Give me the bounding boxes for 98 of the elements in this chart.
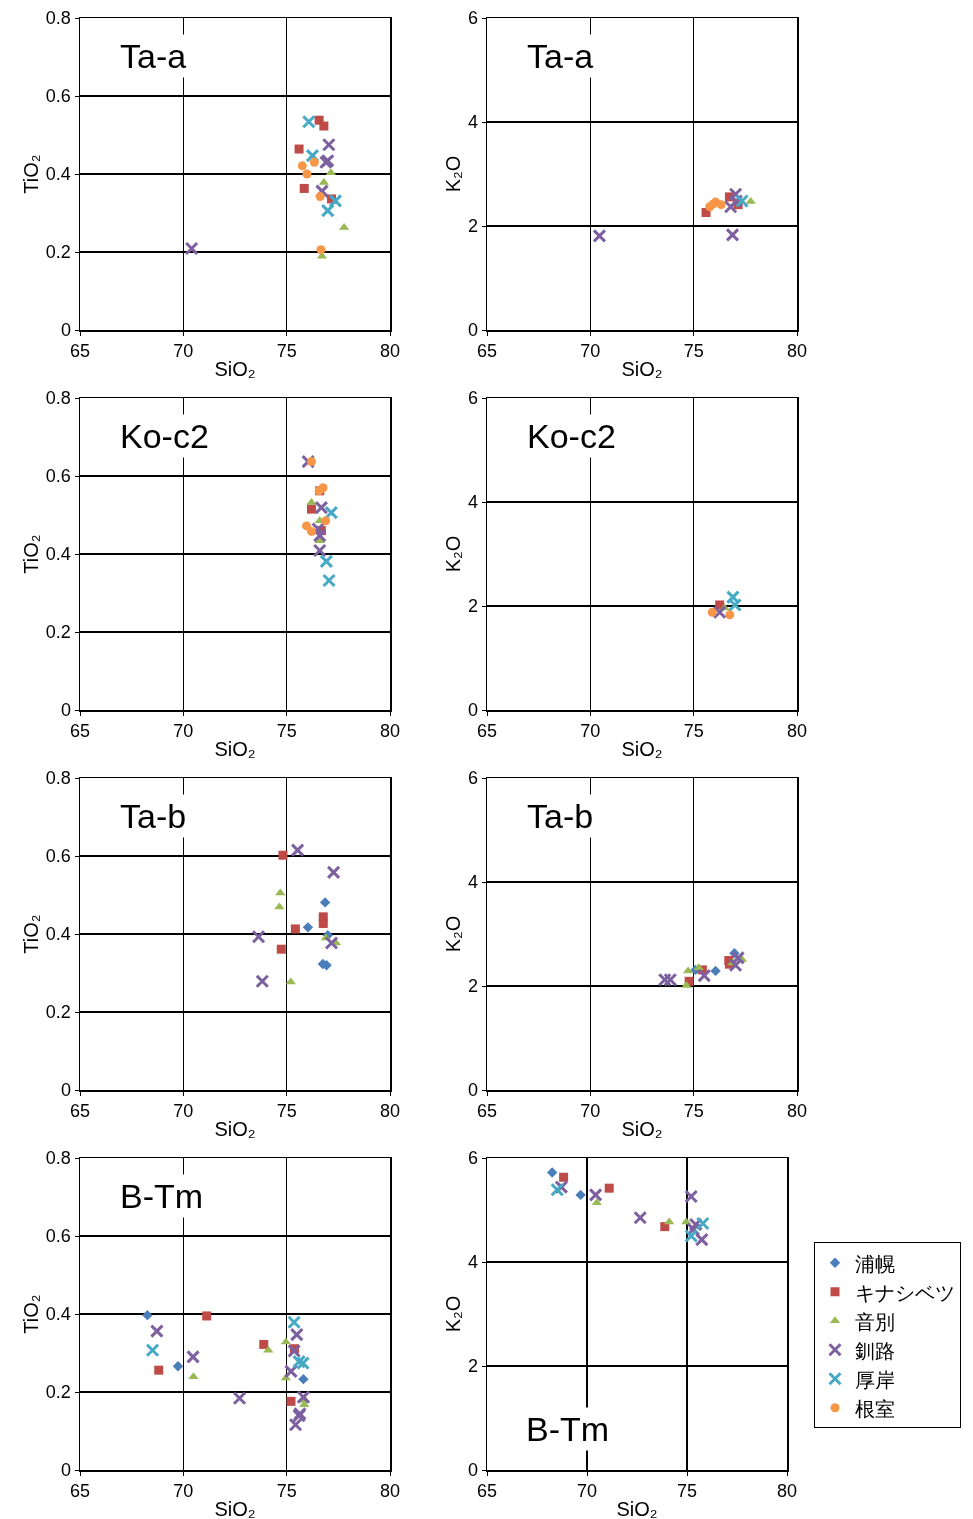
y-axis-title: TiO₂ (19, 154, 42, 194)
y-axis-title: TiO₂ (19, 534, 42, 574)
x-tick-label: 65 (69, 341, 91, 362)
y-tick-label: 0.2 (45, 1382, 71, 1403)
y-axis-title: TiO₂ (19, 914, 42, 954)
y-axis-title: K₂O (441, 535, 464, 573)
x-tick-label: 80 (786, 1101, 808, 1122)
text: Ko-c2 (120, 417, 209, 455)
y-tick-label: 0.8 (45, 768, 71, 789)
x-tick-label: 70 (173, 1481, 194, 1502)
text: Ta-a (120, 37, 187, 75)
y-tick-label: 2 (467, 1356, 478, 1377)
y-tick-label: 0 (467, 700, 478, 721)
legend-label: 厚岸 (855, 1368, 895, 1391)
x-tick-label: 75 (276, 721, 297, 742)
x-tick-label: 75 (683, 341, 704, 362)
x-axis-title: SiO₂ (621, 738, 663, 760)
x-axis-title: SiO₂ (214, 738, 256, 760)
y-tick-label: 0 (467, 1080, 478, 1101)
x-axis-title: SiO₂ (616, 1498, 658, 1519)
legend-label: 音別 (855, 1310, 895, 1333)
y-tick-label: 0.8 (45, 8, 71, 29)
y-tick-label: 4 (467, 492, 478, 513)
y-tick-label: 0.4 (45, 1304, 71, 1325)
x-tick-label: 80 (786, 721, 808, 742)
y-tick-label: 0 (60, 1460, 71, 1481)
y-tick-label: 0 (467, 320, 478, 341)
y-tick-label: 0 (60, 320, 71, 341)
x-tick-label: 80 (379, 1481, 401, 1502)
x-tick-label: 75 (276, 341, 297, 362)
y-tick-label: 6 (467, 8, 478, 29)
legend-label: 釧路 (855, 1339, 895, 1362)
text: Ta-b (120, 797, 187, 835)
text: Ta-b (527, 797, 594, 835)
y-axis-title: K₂O (441, 1295, 464, 1333)
y-axis-title: K₂O (441, 155, 464, 193)
x-tick-label: 75 (683, 721, 704, 742)
x-tick-label: 65 (476, 341, 498, 362)
text: Ta-a (527, 37, 594, 75)
y-tick-label: 4 (467, 112, 478, 133)
y-tick-label: 0.2 (45, 242, 71, 263)
x-axis-title: SiO₂ (214, 358, 256, 380)
text: B-Tm (526, 1410, 610, 1448)
x-axis-title: SiO₂ (214, 1498, 256, 1519)
legend-label: キナシベツ (855, 1281, 955, 1304)
y-tick-label: 2 (467, 596, 478, 617)
x-tick-label: 75 (276, 1101, 297, 1122)
x-axis-title: SiO₂ (621, 1118, 663, 1140)
x-tick-label: 80 (379, 1101, 401, 1122)
y-tick-label: 0.6 (45, 466, 71, 487)
y-tick-label: 2 (467, 216, 478, 237)
x-tick-label: 75 (683, 1101, 704, 1122)
y-tick-label: 0.4 (45, 544, 71, 565)
y-tick-label: 6 (467, 768, 478, 789)
y-tick-label: 0.8 (45, 1148, 71, 1169)
y-tick-label: 0.4 (45, 164, 71, 185)
x-tick-label: 75 (676, 1481, 698, 1502)
text: Ko-c2 (527, 417, 616, 455)
x-tick-label: 65 (69, 721, 91, 742)
x-tick-label: 70 (580, 721, 601, 742)
y-tick-label: 0.6 (45, 846, 71, 867)
x-tick-label: 70 (173, 721, 194, 742)
y-tick-label: 4 (467, 872, 478, 893)
y-tick-label: 0.6 (45, 1226, 71, 1247)
x-tick-label: 80 (786, 341, 808, 362)
x-tick-label: 70 (580, 1101, 601, 1122)
x-axis-title: SiO₂ (214, 1118, 256, 1140)
y-tick-label: 2 (467, 976, 478, 997)
y-tick-label: 4 (467, 1252, 478, 1273)
x-tick-label: 80 (776, 1481, 798, 1502)
x-tick-label: 70 (173, 341, 194, 362)
x-axis-title: SiO₂ (621, 358, 663, 380)
y-tick-label: 0.8 (45, 388, 71, 409)
x-tick-label: 70 (576, 1481, 598, 1502)
y-tick-label: 0.2 (45, 1002, 71, 1023)
y-tick-label: 0.2 (45, 622, 71, 643)
legend-label: 根室 (855, 1397, 895, 1420)
y-axis-title: TiO₂ (19, 1294, 42, 1334)
x-tick-label: 70 (580, 341, 601, 362)
x-tick-label: 65 (69, 1481, 91, 1502)
y-tick-label: 0.6 (45, 86, 71, 107)
x-tick-label: 65 (476, 1101, 498, 1122)
x-tick-label: 65 (476, 721, 498, 742)
y-tick-label: 0 (467, 1460, 478, 1481)
text: B-Tm (120, 1177, 204, 1215)
y-tick-label: 6 (467, 1148, 478, 1169)
y-axis-title: K₂O (441, 915, 464, 953)
y-tick-label: 0.4 (45, 924, 71, 945)
y-tick-label: 6 (467, 388, 478, 409)
x-tick-label: 80 (379, 341, 401, 362)
legend-label: 浦幌 (855, 1252, 895, 1275)
x-tick-label: 65 (476, 1481, 498, 1502)
x-tick-label: 70 (173, 1101, 194, 1122)
y-tick-label: 0 (60, 1080, 71, 1101)
x-tick-label: 75 (276, 1481, 297, 1502)
x-tick-label: 80 (379, 721, 401, 742)
x-tick-label: 65 (69, 1101, 91, 1122)
y-tick-label: 0 (60, 700, 71, 721)
